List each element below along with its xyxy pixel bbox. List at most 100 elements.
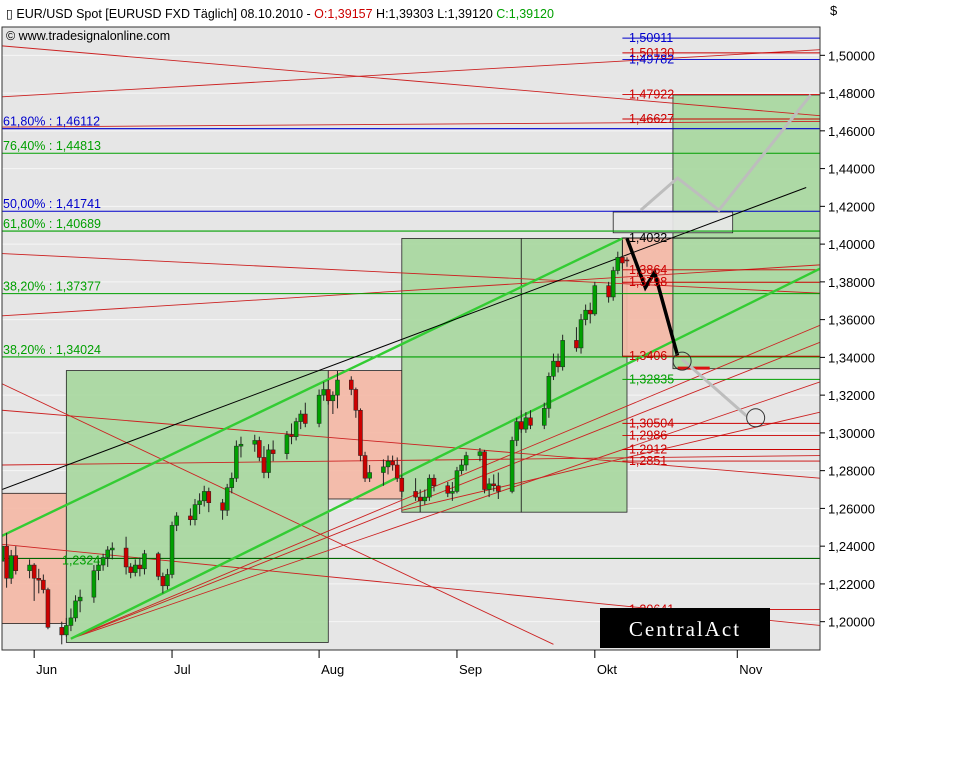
candle-body bbox=[238, 443, 244, 447]
candle-body bbox=[169, 525, 175, 575]
trend-line bbox=[70, 324, 820, 640]
candle-body bbox=[385, 460, 391, 468]
candle-body bbox=[8, 555, 14, 579]
target-level-label: 1,49782 bbox=[629, 52, 674, 66]
candle-body bbox=[560, 340, 565, 368]
candle-body bbox=[422, 496, 428, 502]
candle-body bbox=[289, 434, 294, 437]
target-circle bbox=[672, 351, 692, 371]
candle-body bbox=[36, 578, 42, 581]
candle-body bbox=[615, 257, 621, 271]
candle-body bbox=[303, 413, 308, 424]
y-tick-label: 1,24000 bbox=[828, 539, 875, 554]
y-tick-label: 1,20000 bbox=[828, 615, 875, 630]
candle-body bbox=[197, 500, 202, 505]
candle-body bbox=[41, 579, 46, 590]
target-level-label: 1,47922 bbox=[629, 88, 674, 102]
candle-body bbox=[514, 421, 519, 441]
candle-body bbox=[509, 440, 515, 492]
trend-line bbox=[2, 45, 820, 117]
trend-line bbox=[2, 264, 820, 317]
candle-body bbox=[431, 477, 437, 487]
zone-box bbox=[65, 370, 329, 643]
trend-line bbox=[2, 383, 554, 645]
target-level-label: 1,50911 bbox=[629, 31, 673, 45]
y-tick-label: 1,32000 bbox=[828, 388, 875, 403]
chart-header: ▯ EUR/USD Spot [EURUSD FXD Täglich] 08.1… bbox=[6, 7, 554, 21]
forecast-path-grey-down bbox=[681, 358, 748, 418]
y-tick-label: 1,40000 bbox=[828, 237, 875, 252]
candle-body bbox=[620, 257, 625, 264]
target-level-label: 1,2912 bbox=[629, 443, 667, 457]
trend-line bbox=[2, 49, 820, 98]
candle-body bbox=[316, 394, 322, 424]
candle-body bbox=[105, 549, 110, 558]
candle-body bbox=[450, 491, 455, 494]
candle-body bbox=[165, 574, 170, 587]
candle-body bbox=[270, 449, 276, 454]
y-tick-label: 1,36000 bbox=[828, 313, 875, 328]
candle-body bbox=[326, 389, 331, 402]
copyright-text: © www.tradesignalonline.com bbox=[6, 29, 170, 43]
fib-level-label: 61,80% : 1,46112 bbox=[3, 115, 100, 129]
candle-body bbox=[68, 617, 74, 626]
candle-body bbox=[59, 627, 64, 636]
y-tick-label: 1,44000 bbox=[828, 162, 875, 177]
candle-body bbox=[137, 564, 143, 570]
candle-body bbox=[45, 589, 51, 628]
y-tick-label: 1,34000 bbox=[828, 350, 875, 365]
x-tick-label: Aug bbox=[321, 662, 344, 677]
candle-body bbox=[349, 379, 354, 390]
candles bbox=[2, 240, 630, 645]
y-tick-label: 1,46000 bbox=[828, 124, 875, 139]
candle-body bbox=[100, 557, 106, 566]
candle-body bbox=[266, 449, 271, 473]
target-level-label: 1,30504 bbox=[629, 416, 674, 430]
candle-body bbox=[284, 434, 290, 454]
trend-line bbox=[401, 411, 820, 511]
trend-line bbox=[70, 341, 820, 640]
forecast-path-grey bbox=[639, 94, 812, 213]
candle-body bbox=[224, 487, 230, 511]
candle-body bbox=[335, 379, 340, 396]
candle-body bbox=[234, 445, 239, 479]
candle-body bbox=[133, 564, 138, 573]
candle-body bbox=[27, 564, 32, 571]
currency-symbol: $ bbox=[830, 3, 838, 18]
header-symbol: EUR/USD Spot [EURUSD FXD Täglich] 08.10.… bbox=[16, 7, 314, 21]
x-tick-label: Jun bbox=[36, 662, 57, 677]
fib-level-label: 76,40% : 1,44813 bbox=[3, 139, 101, 153]
candle-body bbox=[64, 625, 69, 636]
candle-body bbox=[555, 360, 561, 368]
candle-body bbox=[257, 440, 262, 458]
y-tick-label: 1,42000 bbox=[828, 199, 875, 214]
target-level-label: 1,4032 bbox=[629, 231, 667, 245]
candle-body bbox=[459, 464, 464, 471]
candle-body bbox=[353, 389, 359, 411]
trend-line bbox=[70, 381, 820, 640]
channel-line bbox=[70, 267, 820, 640]
candle-body bbox=[206, 491, 212, 503]
zone-box bbox=[612, 211, 734, 234]
y-tick-label: 1,26000 bbox=[828, 501, 875, 516]
candle-body bbox=[399, 477, 405, 492]
candle-body bbox=[13, 555, 19, 571]
candle-body bbox=[358, 409, 363, 456]
plot-frame bbox=[1, 26, 821, 651]
candle-body bbox=[73, 600, 78, 619]
candle-body bbox=[477, 451, 483, 456]
x-tick-label: Sep bbox=[459, 662, 482, 677]
candle-body bbox=[491, 483, 496, 487]
trend-line bbox=[2, 253, 820, 294]
candle-body bbox=[390, 460, 395, 466]
target-level-label: 1,32835 bbox=[629, 372, 674, 386]
watermark-box bbox=[600, 608, 770, 648]
candle-body bbox=[4, 545, 9, 579]
forecast-path-black bbox=[625, 237, 680, 356]
candle-body bbox=[463, 455, 469, 466]
y-tick-label: 1,50000 bbox=[828, 48, 875, 63]
candle-body bbox=[551, 360, 556, 377]
candle-body bbox=[142, 553, 147, 570]
candle-body bbox=[362, 455, 368, 479]
candle-body bbox=[261, 457, 267, 473]
